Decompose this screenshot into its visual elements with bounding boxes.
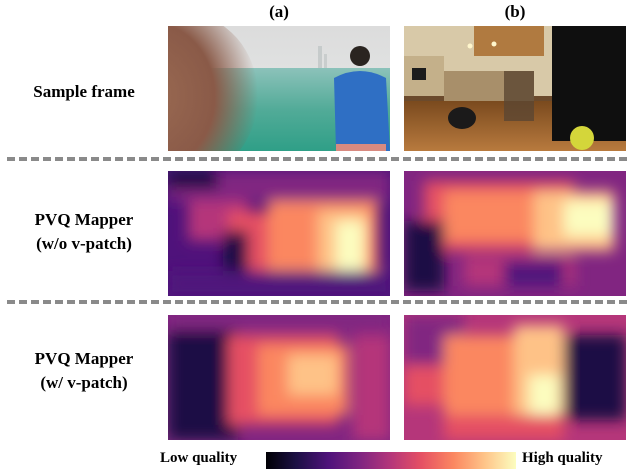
column-label-b: (b) (504, 2, 526, 21)
row-label-line: (w/ v-patch) (40, 373, 128, 392)
dashed-divider (7, 300, 627, 304)
heatmap-b-without-vpatch (404, 171, 626, 296)
sample-frame-b (404, 26, 626, 151)
row-label-line: Sample frame (33, 82, 135, 101)
legend-high-label: High quality (522, 450, 603, 466)
row-label-mapper-with-vpatch: PVQ Mapper (w/ v-patch) (0, 347, 168, 395)
legend-low-label: Low quality (160, 450, 238, 466)
column-label-a: (a) (269, 2, 289, 21)
dashed-divider (7, 157, 627, 161)
row-label-line: (w/o v-patch) (36, 234, 132, 253)
row-label-mapper-without-vpatch: PVQ Mapper (w/o v-patch) (0, 208, 168, 256)
sample-frame-a (168, 26, 390, 151)
heatmap-a-with-vpatch (168, 315, 390, 440)
heatmap-b-with-vpatch (404, 315, 626, 440)
row-label-sample-frame: Sample frame (0, 80, 168, 104)
row-label-line: PVQ Mapper (34, 210, 134, 229)
row-label-line: PVQ Mapper (34, 349, 134, 368)
heatmap-a-without-vpatch (168, 171, 390, 296)
quality-colorbar (266, 452, 516, 469)
